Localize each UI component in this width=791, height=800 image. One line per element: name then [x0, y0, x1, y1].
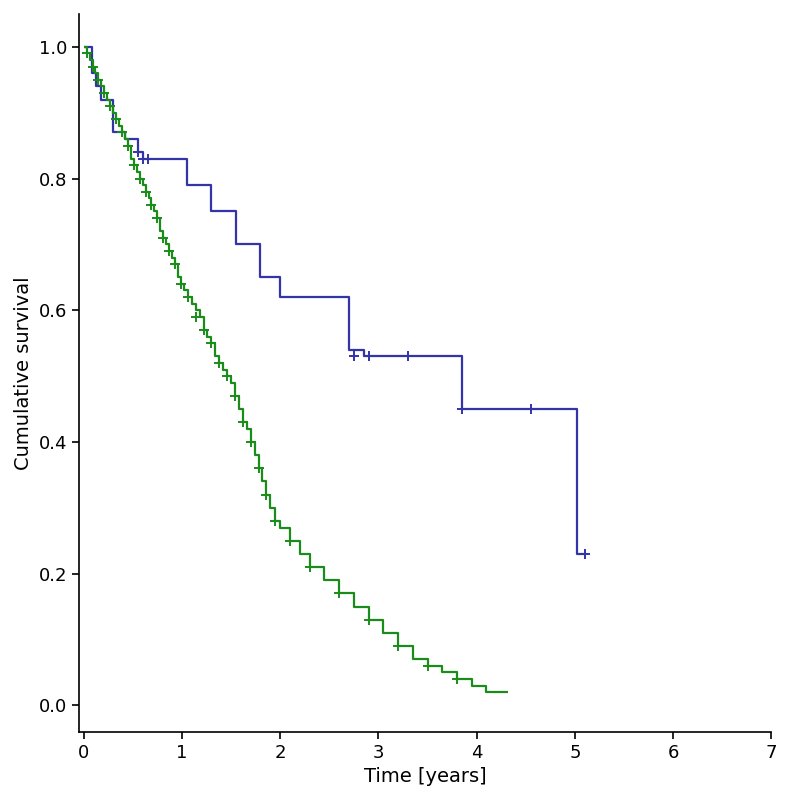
Y-axis label: Cumulative survival: Cumulative survival — [14, 276, 33, 470]
X-axis label: Time [years]: Time [years] — [364, 767, 486, 786]
